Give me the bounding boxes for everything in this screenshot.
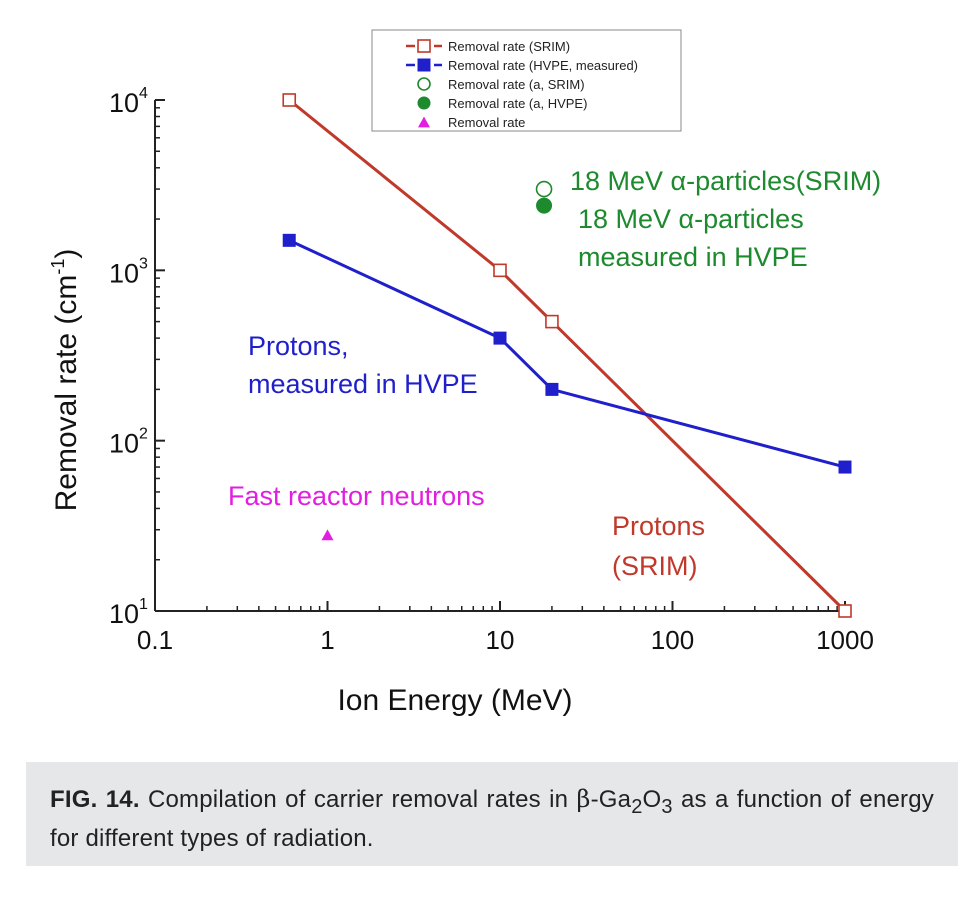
caption-formula-b: O bbox=[642, 786, 662, 813]
y-tick-exponent: 1 bbox=[139, 596, 148, 613]
data-point-0 bbox=[838, 604, 852, 618]
caption-sub2: 3 bbox=[661, 795, 673, 818]
y-tick-exponent: 4 bbox=[139, 85, 148, 102]
caption-label: FIG. 14. bbox=[50, 786, 140, 813]
x-tick-label: 10 bbox=[486, 625, 515, 655]
data-point-1 bbox=[493, 331, 507, 345]
legend-marker-1 bbox=[417, 58, 431, 72]
legend-label-3: Removal rate (a, HVPE) bbox=[448, 96, 587, 111]
annotation-alpha-srim: 18 MeV α-particles(SRIM) bbox=[570, 166, 881, 196]
chart-legend: Removal rate (SRIM) Removal rate (HVPE, m… bbox=[371, 29, 682, 132]
chart-markers bbox=[282, 93, 852, 618]
figure-caption: FIG. 14. Compilation of carrier removal … bbox=[26, 762, 958, 866]
annotation-neutrons: Fast reactor neutrons bbox=[228, 481, 485, 511]
y-tick-label: 10 bbox=[109, 88, 139, 118]
data-point-1 bbox=[545, 382, 559, 396]
y-axis-label: Removal rate (cm-1) bbox=[48, 249, 83, 512]
annotation-protons-srim-line2: (SRIM) bbox=[612, 551, 697, 581]
data-point-2 bbox=[535, 180, 553, 198]
x-axis-label: Ion Energy (MeV) bbox=[337, 684, 572, 717]
series-line-0 bbox=[288, 98, 847, 613]
annotation-alpha-hvpe-line1: 18 MeV α-particles bbox=[578, 204, 804, 234]
caption-text-before: Compilation of carrier removal rates in bbox=[139, 786, 577, 813]
legend-label-2: Removal rate (a, SRIM) bbox=[448, 77, 585, 92]
y-tick-label: 10 bbox=[109, 599, 139, 629]
legend-marker-2 bbox=[417, 77, 431, 91]
x-tick-label: 1000 bbox=[816, 625, 874, 655]
data-point-0 bbox=[545, 314, 559, 329]
chart-annotations: 18 MeV α-particles(SRIM)18 MeV α-particl… bbox=[228, 166, 881, 581]
y-tick-exponent: 3 bbox=[139, 255, 148, 272]
x-tick-label: 0.1 bbox=[137, 625, 173, 655]
data-point-4 bbox=[321, 529, 334, 541]
annotation-protons-srim-line1: Protons bbox=[612, 511, 705, 541]
annotation-protons-hvpe-line2: measured in HVPE bbox=[248, 369, 478, 399]
annotation-protons-hvpe-line1: Protons, bbox=[248, 331, 349, 361]
data-point-1 bbox=[838, 460, 852, 474]
y-tick-label: 10 bbox=[109, 429, 139, 459]
chart-lines bbox=[288, 98, 847, 613]
data-point-0 bbox=[282, 93, 297, 107]
legend-marker-0 bbox=[417, 39, 431, 53]
caption-text-after: as a function of energy for different ty… bbox=[50, 786, 934, 852]
caption-sub1: 2 bbox=[631, 795, 643, 818]
legend-marker-4 bbox=[418, 116, 430, 128]
series-line-1 bbox=[288, 238, 846, 469]
x-tick-label: 100 bbox=[651, 625, 694, 655]
legend-label-1: Removal rate (HVPE, measured) bbox=[448, 58, 638, 73]
caption-formula-a: -Ga bbox=[590, 786, 632, 813]
legend-label-4: Removal rate bbox=[448, 115, 525, 130]
legend-marker-3 bbox=[417, 96, 431, 110]
caption-beta: β bbox=[576, 785, 591, 813]
data-point-3 bbox=[536, 197, 553, 214]
data-point-0 bbox=[493, 263, 507, 278]
annotation-alpha-hvpe-line2: measured in HVPE bbox=[578, 242, 808, 272]
y-tick-label: 10 bbox=[109, 258, 139, 288]
y-tick-exponent: 2 bbox=[139, 426, 148, 443]
legend-label-0: Removal rate (SRIM) bbox=[448, 39, 570, 54]
x-tick-label: 1 bbox=[320, 625, 334, 655]
data-point-1 bbox=[282, 233, 296, 247]
